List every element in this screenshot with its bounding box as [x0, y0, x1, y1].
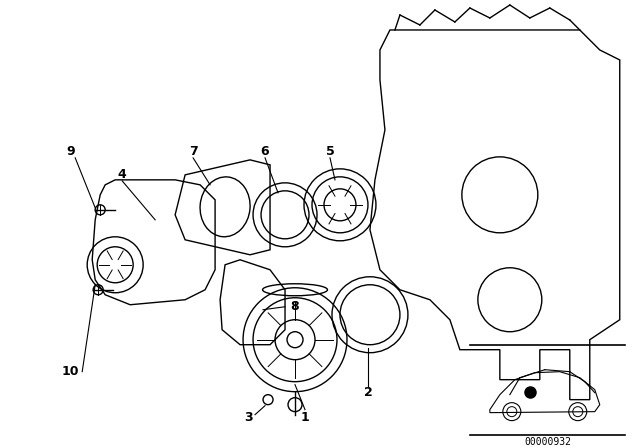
Text: 1: 1: [301, 411, 309, 424]
Text: 8: 8: [291, 300, 300, 313]
Text: 2: 2: [364, 386, 372, 399]
Text: 5: 5: [326, 145, 334, 159]
Text: 3: 3: [244, 411, 252, 424]
Text: 10: 10: [61, 365, 79, 378]
Text: 6: 6: [260, 145, 269, 159]
Text: 4: 4: [118, 168, 127, 181]
Text: 7: 7: [189, 145, 198, 159]
Text: 00000932: 00000932: [524, 437, 572, 447]
Text: 9: 9: [66, 145, 74, 159]
